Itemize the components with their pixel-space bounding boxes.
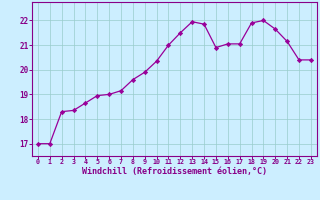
X-axis label: Windchill (Refroidissement éolien,°C): Windchill (Refroidissement éolien,°C) xyxy=(82,167,267,176)
